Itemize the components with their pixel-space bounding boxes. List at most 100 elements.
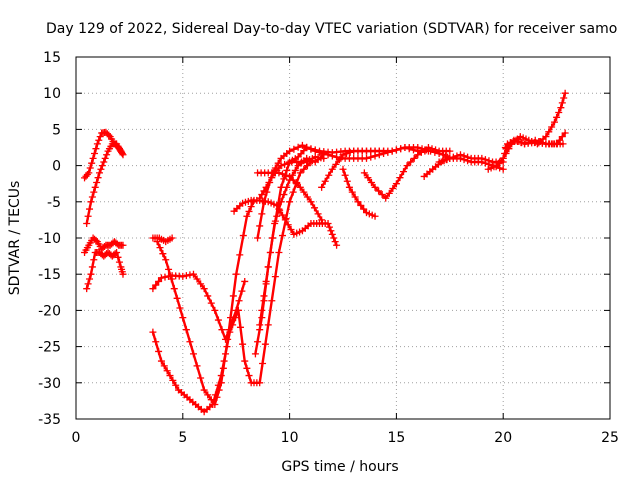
y-tick-label: -20 [38,303,61,319]
data-point [269,234,277,242]
data-point [446,154,454,162]
data-point [103,151,111,159]
data-point [157,357,165,365]
x-tick-label: 0 [72,430,81,446]
data-point [264,263,272,271]
data-point [189,270,197,278]
data-point [155,277,163,285]
data-point [382,194,390,202]
data-point [396,174,404,182]
data-point [346,148,354,156]
series-arc-8 [149,306,242,416]
data-point [212,391,220,399]
data-point [414,151,422,159]
data-point [241,277,249,285]
data-point [332,160,340,168]
data-point [200,285,208,293]
data-point [197,374,205,382]
data-point [553,113,561,121]
data-point [226,328,234,336]
data-point [287,226,295,234]
data-point [93,178,101,186]
data-point [362,154,370,162]
data-point [432,146,440,154]
data-point [217,372,225,380]
data-point [163,367,171,375]
data-point [517,139,525,147]
data-point [343,150,351,158]
data-point [259,359,267,367]
data-point [324,220,332,228]
data-point [83,220,91,228]
data-point [100,158,108,166]
data-point [414,144,422,151]
data-point [152,281,160,289]
data-point [354,198,362,206]
data-point [251,350,259,358]
data-point [160,362,168,370]
data-point [548,123,556,131]
data-point [153,238,161,246]
series-arc-2 [83,140,127,228]
data-point [169,376,177,384]
data-point [256,194,264,202]
data-point [238,287,246,295]
data-point [155,347,163,355]
data-point [186,271,194,279]
data-point [296,183,304,191]
data-point [232,270,240,278]
data-point [90,188,98,196]
data-point [499,154,507,162]
data-point [265,178,273,186]
data-point [478,154,486,162]
data-point [400,168,408,176]
data-point [485,157,493,165]
data-point [561,89,569,97]
data-point [258,210,266,218]
data-point [345,183,353,191]
data-point [211,306,219,314]
data-point [170,285,178,293]
data-point [325,223,333,231]
data-point [290,145,298,153]
series-arc-4 [83,248,127,293]
data-point [245,207,253,215]
data-point [186,338,194,346]
x-tick-label: 20 [494,430,512,446]
data-point [328,230,336,238]
data-point [314,210,322,218]
data-point [90,256,98,264]
data-point [236,323,244,331]
data-series [81,89,569,416]
data-point [268,297,276,305]
data-point [105,131,113,139]
data-point [262,183,270,191]
series-arc-15 [256,153,328,202]
data-point [316,148,324,156]
data-point [446,147,454,155]
data-point [318,216,326,224]
data-point [303,193,311,201]
series-line [85,142,125,225]
data-point [166,372,174,380]
data-point [510,136,518,144]
series-line [256,144,430,240]
series-arc-13 [254,169,326,224]
data-point [371,183,379,191]
data-point [193,362,201,370]
data-point [149,328,157,336]
data-point [207,299,215,307]
data-point [86,205,94,213]
data-point [159,250,167,258]
y-tick-label: -10 [38,231,61,247]
data-point [553,140,561,148]
y-axis-label: SDTVAR / TECUs [7,181,23,296]
data-point [165,265,173,273]
data-point [254,234,262,242]
data-point [218,326,226,334]
x-tick-label: 5 [178,430,187,446]
data-point [397,145,405,153]
y-tick-label: -15 [38,267,61,283]
data-point [161,273,169,281]
